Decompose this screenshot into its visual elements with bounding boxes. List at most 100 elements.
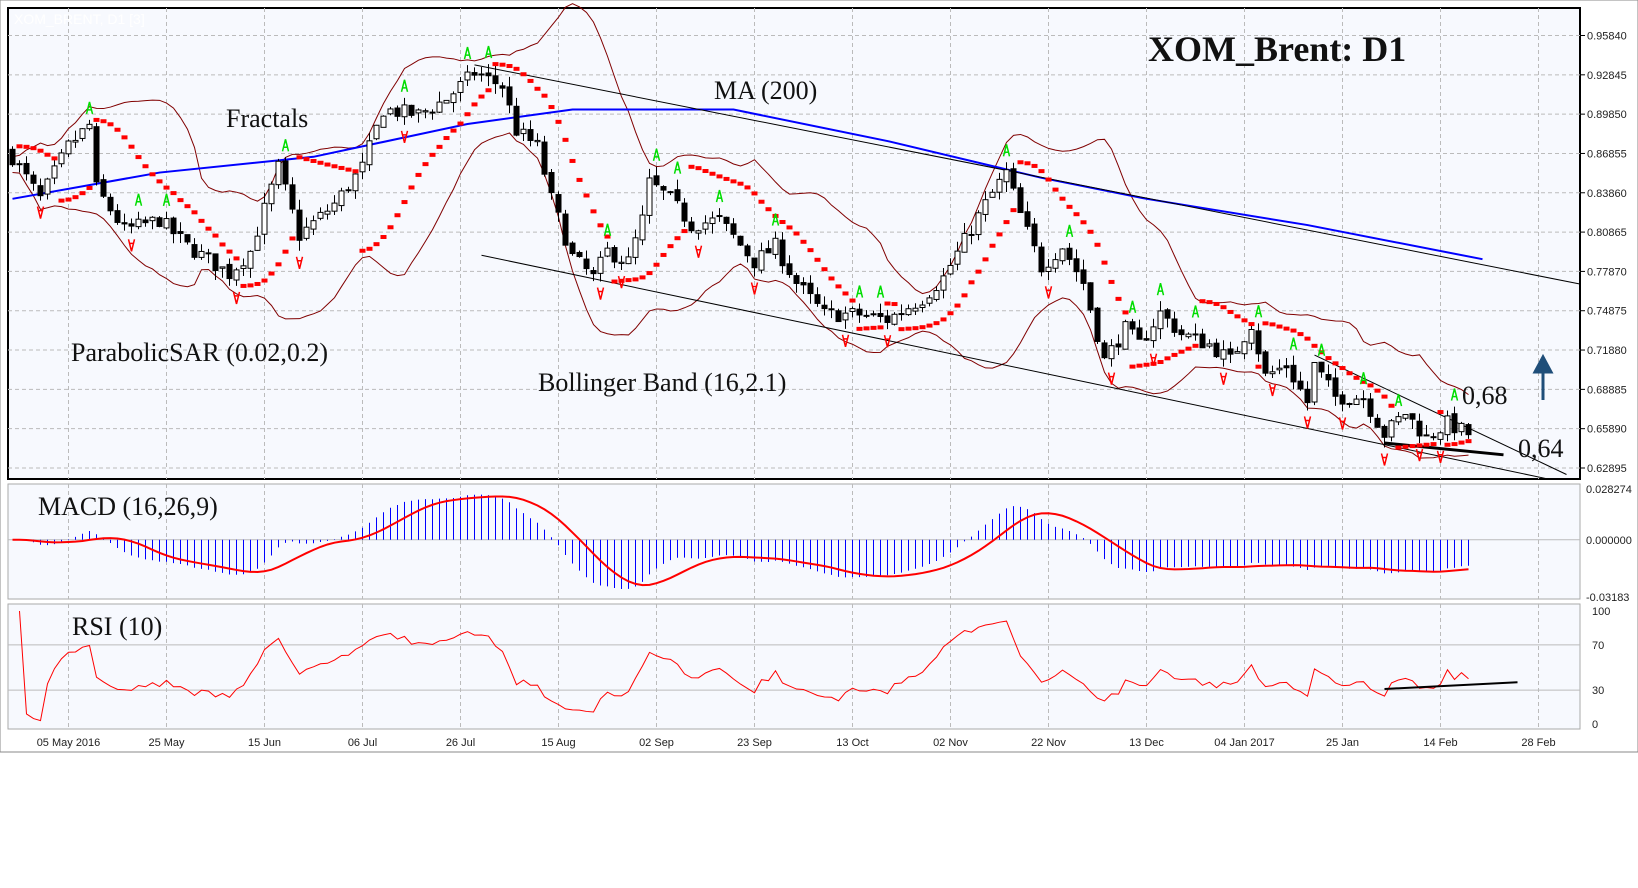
fractal-up-icon bbox=[603, 223, 612, 237]
sar-dot bbox=[1087, 229, 1094, 234]
sar-dot bbox=[1010, 208, 1017, 213]
candle-body bbox=[625, 256, 632, 265]
candle-body bbox=[646, 177, 653, 216]
fractal-up-icon bbox=[1065, 224, 1074, 238]
sar-dot bbox=[233, 256, 240, 261]
fractal-down-icon bbox=[1044, 286, 1053, 299]
sar-dot bbox=[1388, 403, 1395, 408]
candle bbox=[1178, 325, 1185, 341]
candle bbox=[310, 215, 317, 235]
candle bbox=[744, 243, 751, 263]
candle-body bbox=[261, 202, 268, 235]
sar-dot bbox=[954, 303, 961, 308]
candle-body bbox=[1094, 307, 1101, 342]
candle-body bbox=[1136, 327, 1143, 340]
candle-body bbox=[114, 210, 121, 223]
candle bbox=[352, 173, 359, 199]
candle-body bbox=[324, 210, 331, 215]
sar-dot bbox=[1437, 410, 1444, 415]
sar-dot bbox=[429, 152, 436, 157]
sar-dot bbox=[345, 167, 352, 172]
candle-body bbox=[1241, 341, 1248, 355]
candle bbox=[1213, 338, 1220, 358]
candle bbox=[919, 300, 926, 313]
candle bbox=[1143, 330, 1150, 342]
candle bbox=[478, 67, 485, 82]
candle-body bbox=[233, 269, 240, 281]
fractal-down-icon bbox=[1415, 448, 1424, 462]
candle-body bbox=[457, 81, 464, 93]
candle-body bbox=[821, 304, 828, 310]
candle bbox=[506, 76, 513, 114]
candle bbox=[1122, 319, 1129, 350]
sar-dot bbox=[1031, 163, 1038, 168]
date-tick-label: 15 Jun bbox=[248, 737, 281, 749]
candle-body bbox=[1311, 362, 1318, 403]
candle bbox=[576, 250, 583, 258]
candle bbox=[443, 99, 450, 104]
candle-body bbox=[1332, 377, 1339, 397]
candle bbox=[450, 91, 457, 113]
sar-dot bbox=[884, 301, 891, 306]
candle bbox=[1388, 419, 1395, 442]
candle-body bbox=[408, 104, 415, 116]
sar-dot bbox=[1458, 440, 1465, 445]
sar-dot bbox=[835, 284, 842, 289]
candle-body bbox=[1374, 417, 1381, 428]
candle-body bbox=[639, 214, 646, 241]
candle-body bbox=[310, 220, 317, 230]
candle bbox=[737, 235, 744, 246]
bollinger-lower-line bbox=[12, 132, 1469, 459]
candle bbox=[499, 82, 506, 98]
sar-dot bbox=[65, 197, 72, 202]
fractal-up-icon bbox=[162, 193, 171, 207]
candle bbox=[1437, 431, 1444, 445]
candle bbox=[121, 213, 128, 231]
candle-body bbox=[107, 196, 114, 212]
candle-body bbox=[1143, 338, 1150, 341]
candle-body bbox=[1024, 211, 1031, 227]
sar-dot bbox=[16, 144, 23, 149]
candle-body bbox=[716, 215, 723, 218]
sar-dot bbox=[352, 169, 359, 174]
sar-dot bbox=[1423, 442, 1430, 447]
candle-body bbox=[1304, 388, 1311, 404]
sar-dot bbox=[870, 325, 877, 330]
sar-dot bbox=[842, 291, 849, 296]
candle-body bbox=[884, 315, 891, 323]
sar-dot bbox=[1402, 444, 1409, 449]
sar-dot bbox=[779, 219, 786, 224]
price-tick-label: 0.92845 bbox=[1587, 70, 1627, 82]
candle-body bbox=[912, 307, 919, 312]
sar-dot bbox=[317, 160, 324, 165]
candle-body bbox=[1444, 415, 1451, 436]
sar-dot bbox=[933, 321, 940, 326]
candle bbox=[401, 97, 408, 125]
fractal-down-icon bbox=[883, 334, 892, 348]
candle bbox=[303, 217, 310, 241]
candle-body bbox=[373, 124, 380, 140]
candle-body bbox=[1381, 425, 1388, 438]
candle-body bbox=[723, 216, 730, 224]
candle-body bbox=[1318, 361, 1325, 373]
candle-body bbox=[982, 199, 989, 215]
candle bbox=[1409, 413, 1416, 430]
rsi-line bbox=[19, 610, 1469, 722]
sar-dot bbox=[1255, 364, 1262, 369]
candle-body bbox=[828, 308, 835, 311]
fractals-label: Fractals bbox=[226, 104, 309, 133]
candle-body bbox=[814, 294, 821, 304]
candle bbox=[1465, 423, 1472, 439]
candle-body bbox=[1276, 367, 1283, 371]
sar-dot bbox=[191, 210, 198, 215]
candle bbox=[1073, 249, 1080, 282]
candle bbox=[324, 204, 331, 220]
fractal-up-icon bbox=[281, 139, 290, 152]
sar-dot bbox=[527, 78, 534, 83]
candle bbox=[16, 160, 23, 173]
candle-body bbox=[1052, 259, 1059, 269]
sar-dot bbox=[1017, 160, 1024, 165]
candle bbox=[1416, 413, 1423, 444]
trendline bbox=[481, 254, 1546, 479]
